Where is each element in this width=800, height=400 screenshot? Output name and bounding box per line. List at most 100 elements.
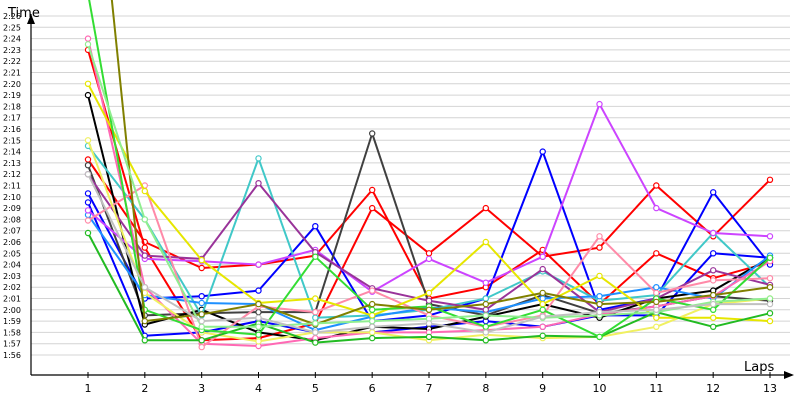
x-tick-label: 7 [426, 382, 433, 395]
data-point [596, 308, 603, 316]
series-19 [84, 170, 774, 336]
y-tick-label: 2:03 [3, 272, 21, 281]
data-point [653, 284, 660, 291]
y-tick-label: 2:02 [3, 283, 21, 292]
data-point [710, 250, 717, 257]
y-tick-label: 2:17 [3, 114, 21, 123]
data-point [766, 275, 774, 282]
series-line [87, 83, 771, 323]
data-point [255, 261, 262, 268]
data-point [84, 91, 92, 99]
data-point [766, 300, 774, 308]
data-point [369, 204, 376, 212]
data-point [198, 299, 205, 307]
data-point [539, 332, 546, 339]
y-axis-title: Time [7, 6, 40, 21]
x-tick-label: 13 [763, 382, 777, 395]
series-lines [84, 0, 774, 351]
y-tick-label: 2:25 [3, 23, 21, 32]
data-point [482, 329, 489, 336]
data-point [710, 277, 717, 284]
data-point [710, 314, 717, 321]
data-point [539, 300, 546, 308]
y-tick-label: 2:23 [3, 46, 21, 55]
data-point [198, 264, 205, 272]
data-point [312, 308, 319, 316]
y-tick-label: 2:10 [3, 193, 21, 202]
data-point [766, 176, 774, 183]
data-point [766, 295, 774, 302]
data-point [255, 323, 262, 330]
y-tick-labels: 1:56 1:57 1:58 1:59 2:00 2:01 2:02 2:03 2:04 2:05… [3, 12, 21, 360]
y-tick-label: 2:18 [3, 102, 21, 111]
data-point [482, 323, 489, 330]
data-point [653, 314, 660, 321]
data-point [482, 306, 489, 313]
data-point [653, 204, 660, 212]
data-point [255, 300, 262, 308]
y-tick-label: 2:13 [3, 159, 21, 168]
y-tick-label: 1:59 [3, 317, 21, 326]
data-point [198, 311, 205, 318]
data-point [766, 317, 774, 325]
y-tick-label: 2:06 [3, 238, 21, 247]
y-tick-label: 2:04 [3, 261, 21, 270]
data-point [539, 323, 546, 330]
data-point [539, 265, 546, 273]
data-point [84, 170, 92, 178]
data-point [312, 320, 319, 327]
data-point [141, 244, 148, 251]
x-tick-label: 11 [649, 382, 663, 395]
x-axis-title: Laps [744, 360, 774, 375]
data-point [710, 323, 717, 330]
data-point [539, 253, 546, 260]
data-point [84, 80, 92, 88]
data-point [84, 156, 92, 163]
data-point [653, 306, 660, 313]
data-point [710, 189, 717, 196]
data-point [482, 337, 489, 344]
x-tick-label: 5 [312, 382, 319, 395]
data-point [255, 155, 262, 162]
data-point [255, 179, 262, 187]
data-point [539, 295, 546, 302]
data-point [141, 216, 148, 223]
data-point [84, 207, 92, 214]
data-point [84, 190, 92, 197]
y-tick-label: 2:16 [3, 125, 21, 134]
data-point [482, 238, 489, 246]
data-point [653, 182, 660, 189]
data-point [596, 244, 603, 251]
y-tick-label: 2:20 [3, 80, 21, 89]
y-tick-label: 1:56 [3, 351, 21, 360]
data-point [425, 320, 433, 327]
data-point [255, 287, 262, 294]
x-tick-label: 1 [85, 382, 92, 395]
y-tick-label: 1:58 [3, 328, 21, 337]
data-point [653, 289, 660, 297]
y-tick-label: 2:14 [3, 148, 21, 157]
x-tick-label: 8 [482, 382, 489, 395]
y-axis-arrow [27, 14, 35, 24]
data-point [369, 334, 376, 342]
data-point [710, 267, 717, 274]
series-1 [84, 156, 774, 308]
data-point [84, 199, 92, 206]
data-point [198, 343, 205, 351]
y-tick-label: 2:24 [3, 35, 21, 44]
data-point [198, 323, 205, 330]
data-point [539, 306, 546, 313]
axes [27, 14, 794, 379]
data-point [596, 100, 603, 108]
data-point [369, 306, 376, 313]
y-tick-label: 2:07 [3, 227, 21, 236]
data-point [255, 314, 262, 321]
data-point [312, 329, 319, 336]
data-point [653, 298, 660, 306]
data-point [312, 253, 319, 260]
data-point [369, 323, 376, 330]
data-point [482, 312, 489, 319]
data-point [141, 337, 148, 344]
data-point [312, 295, 319, 302]
